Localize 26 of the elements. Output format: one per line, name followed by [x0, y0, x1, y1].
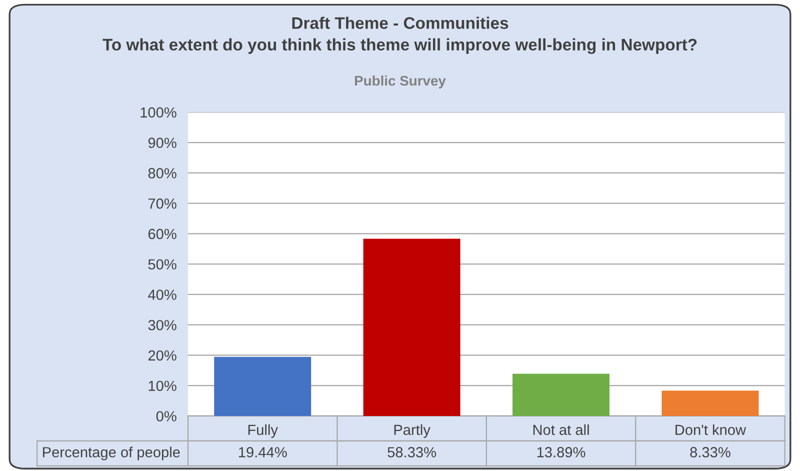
y-tick-label: 30%: [148, 320, 176, 330]
y-tick-label: 80%: [148, 168, 176, 178]
chart-title: Draft Theme - Communities To what extent do you think this theme will improve well-being in Newport?: [102, 16, 697, 54]
text: Percentage of people: [43, 446, 180, 460]
y-tick-label: 50%: [148, 259, 176, 270]
y-tick-label: 90%: [148, 138, 176, 148]
x-tick-label: Don't know: [676, 424, 746, 436]
y-tick-label: 10%: [148, 380, 176, 392]
data-label: 19.44%: [238, 447, 287, 458]
y-tick-label: 70%: [148, 198, 176, 209]
bar: [214, 356, 312, 416]
x-tick-label: Fully: [248, 424, 278, 438]
y-tick-label: 40%: [148, 290, 176, 300]
data-label: 13.89%: [537, 447, 586, 458]
y-tick-label: 60%: [148, 228, 176, 240]
bar: [662, 390, 759, 416]
x-tick-label: Partly: [394, 424, 430, 438]
bar: [512, 374, 610, 416]
data-label: 58.33%: [388, 447, 436, 458]
bar: [363, 238, 460, 416]
y-tick-label: 100%: [140, 107, 176, 118]
x-tick-label: Not at all: [533, 424, 589, 436]
y-tick-label: 0%: [156, 411, 176, 422]
data-label: 8.33%: [690, 447, 730, 458]
y-tick-label: 20%: [148, 350, 176, 361]
chart-subtitle: Public Survey: [355, 75, 446, 88]
